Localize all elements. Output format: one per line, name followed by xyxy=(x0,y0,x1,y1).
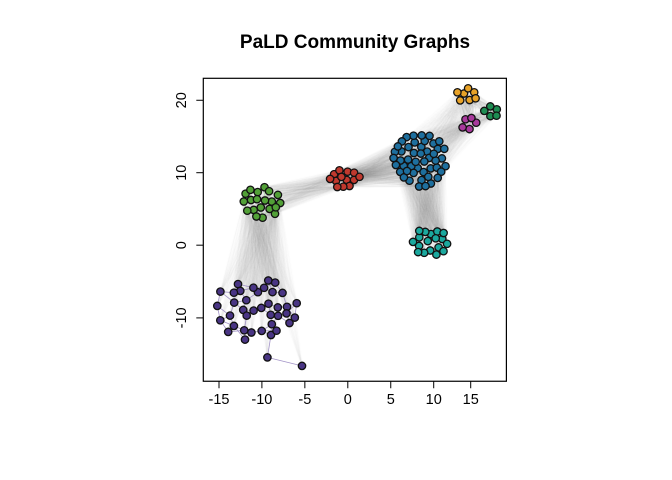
svg-text:15: 15 xyxy=(463,392,479,408)
svg-text:0: 0 xyxy=(344,392,352,408)
svg-text:0: 0 xyxy=(174,241,190,249)
svg-text:5: 5 xyxy=(387,392,395,408)
svg-text:20: 20 xyxy=(174,92,190,108)
svg-text:-10: -10 xyxy=(174,307,190,328)
svg-text:-5: -5 xyxy=(298,392,311,408)
svg-text:10: 10 xyxy=(426,392,442,408)
svg-text:10: 10 xyxy=(174,165,190,181)
svg-text:-10: -10 xyxy=(251,392,272,408)
svg-text:-15: -15 xyxy=(209,392,230,408)
